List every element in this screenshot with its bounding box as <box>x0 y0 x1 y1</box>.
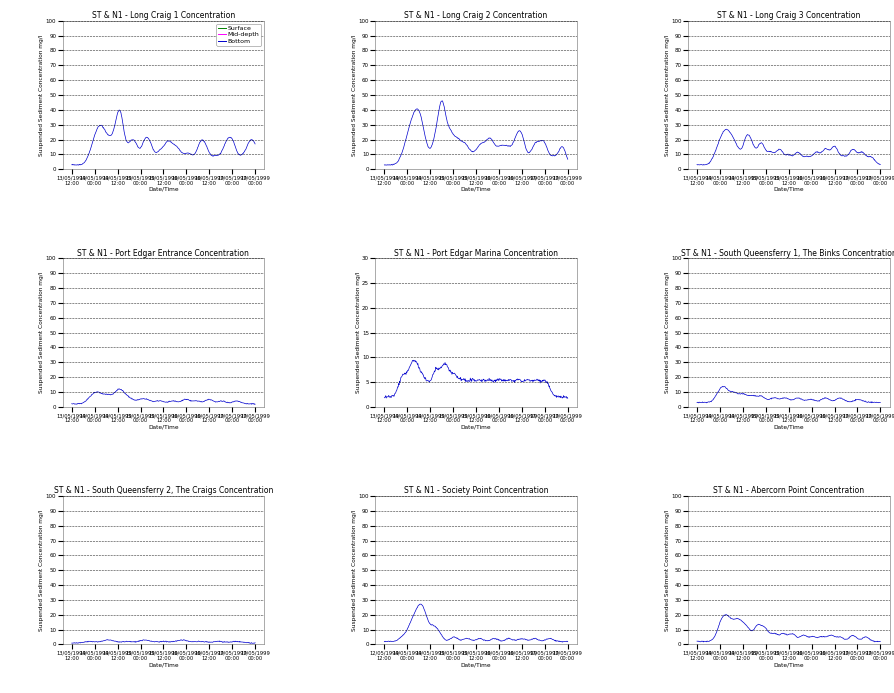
X-axis label: Date/Time: Date/Time <box>773 662 804 667</box>
Title: ST & N1 - Long Craig 3 Concentration: ST & N1 - Long Craig 3 Concentration <box>717 11 860 20</box>
Title: ST & N1 - South Queensferry 1, The Binks Concentration: ST & N1 - South Queensferry 1, The Binks… <box>681 249 894 258</box>
X-axis label: Date/Time: Date/Time <box>773 425 804 430</box>
Y-axis label: Suspended Sediment Concentration mg/l: Suspended Sediment Concentration mg/l <box>665 35 670 156</box>
Y-axis label: Suspended Sediment Concentration mg/l: Suspended Sediment Concentration mg/l <box>665 272 670 394</box>
Y-axis label: Suspended Sediment Concentration mg/l: Suspended Sediment Concentration mg/l <box>39 35 45 156</box>
X-axis label: Date/Time: Date/Time <box>460 425 492 430</box>
Title: ST & N1 - Society Point Concentration: ST & N1 - Society Point Concentration <box>404 486 548 495</box>
Title: ST & N1 - Port Edgar Marina Concentration: ST & N1 - Port Edgar Marina Concentratio… <box>394 249 558 258</box>
Title: ST & N1 - South Queensferry 2, The Craigs Concentration: ST & N1 - South Queensferry 2, The Craig… <box>54 486 273 495</box>
Y-axis label: Suspended Sediment Concentration mg/l: Suspended Sediment Concentration mg/l <box>352 35 357 156</box>
Title: ST & N1 - Port Edgar Entrance Concentration: ST & N1 - Port Edgar Entrance Concentrat… <box>78 249 249 258</box>
X-axis label: Date/Time: Date/Time <box>148 425 179 430</box>
Y-axis label: Suspended Sediment Concentration mg/l: Suspended Sediment Concentration mg/l <box>352 509 357 631</box>
Title: ST & N1 - Long Craig 1 Concentration: ST & N1 - Long Craig 1 Concentration <box>92 11 235 20</box>
X-axis label: Date/Time: Date/Time <box>460 187 492 192</box>
Y-axis label: Suspended Sediment Concentration mg/l: Suspended Sediment Concentration mg/l <box>39 509 45 631</box>
Title: ST & N1 - Abercorn Point Concentration: ST & N1 - Abercorn Point Concentration <box>713 486 864 495</box>
Y-axis label: Suspended Sediment Concentration mg/l: Suspended Sediment Concentration mg/l <box>39 272 45 394</box>
Y-axis label: Suspended Sediment Concentration mg/l: Suspended Sediment Concentration mg/l <box>356 272 360 394</box>
X-axis label: Date/Time: Date/Time <box>148 187 179 192</box>
X-axis label: Date/Time: Date/Time <box>773 187 804 192</box>
X-axis label: Date/Time: Date/Time <box>460 662 492 667</box>
X-axis label: Date/Time: Date/Time <box>148 662 179 667</box>
Legend: Surface, Mid-depth, Bottom: Surface, Mid-depth, Bottom <box>216 24 261 46</box>
Y-axis label: Suspended Sediment Concentration mg/l: Suspended Sediment Concentration mg/l <box>665 509 670 631</box>
Title: ST & N1 - Long Craig 2 Concentration: ST & N1 - Long Craig 2 Concentration <box>404 11 548 20</box>
